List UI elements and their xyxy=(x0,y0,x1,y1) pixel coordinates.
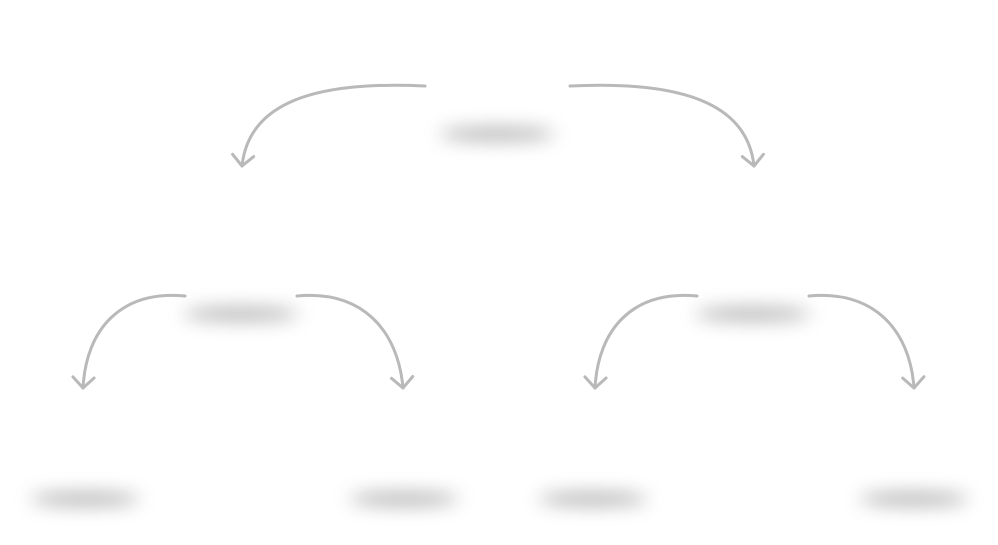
arrowhead-icon xyxy=(740,152,765,168)
arrow-right-child-to-right-left-leaf xyxy=(583,293,699,390)
node-shadows xyxy=(30,127,969,506)
arrow-left-child-to-left-right-leaf xyxy=(295,293,415,390)
arrow-right-child-to-right-right-leaf xyxy=(807,293,926,390)
arrowhead-icon xyxy=(71,375,96,390)
arrow-root-to-left-child xyxy=(231,83,427,168)
node-shadow-left-child xyxy=(183,307,299,321)
node-shadow-root xyxy=(439,127,555,141)
arrow-left-child-to-left-left-leaf xyxy=(71,293,187,390)
node-shadow-left-left-leaf xyxy=(30,492,140,506)
node-shadow-left-right-leaf xyxy=(349,492,459,506)
arrowhead-icon xyxy=(583,375,608,390)
arrow-curve xyxy=(295,293,405,390)
arrowhead-icon xyxy=(231,152,256,168)
arrow-curve xyxy=(568,83,756,168)
arrow-curve xyxy=(807,293,916,390)
arrowhead-icon xyxy=(390,375,415,390)
arrowhead-icon xyxy=(901,375,926,390)
node-shadow-right-right-leaf xyxy=(859,492,969,506)
arrow-root-to-right-child xyxy=(568,83,765,168)
node-shadow-right-child xyxy=(695,307,811,321)
connector-arrows xyxy=(71,83,926,390)
arrow-curve xyxy=(240,83,427,168)
node-shadow-right-left-leaf xyxy=(538,492,648,506)
arrow-curve xyxy=(81,293,187,390)
arrow-curve xyxy=(593,293,699,390)
